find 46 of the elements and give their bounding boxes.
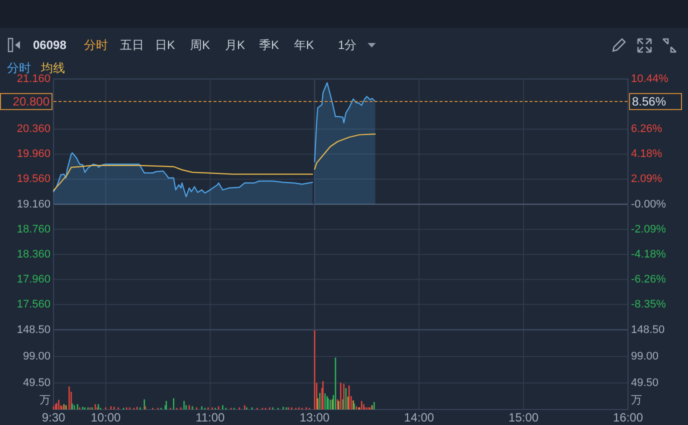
y2-tick-label: -2.09% [631, 223, 666, 236]
chart-title: 06098 [33, 38, 67, 52]
y2-tick-label: 148.50 [631, 324, 665, 336]
y-tick-label: 99.00 [22, 350, 50, 362]
text: 日K [155, 38, 176, 52]
y2-tick-label: 4.18% [631, 148, 662, 160]
text: 分时 [84, 38, 108, 52]
x-tick-label: 15:00 [508, 410, 539, 424]
y2-tick-label: 49.50 [631, 377, 659, 389]
y2-tick-label: -0.00% [631, 198, 666, 210]
text: 年K [294, 38, 314, 52]
y-tick-label: 18.760 [16, 223, 50, 236]
y2-tick-label: 99.00 [631, 350, 659, 362]
y-tick-label: 19.160 [16, 198, 50, 210]
ref-line-label: 20.800 [12, 94, 50, 109]
text: 1分 [338, 38, 357, 52]
text: 周K [190, 38, 210, 52]
x-tick-label: 13:00 [300, 410, 330, 424]
y-tick-label: 20.360 [16, 123, 50, 136]
y-tick-label: 19.560 [16, 173, 50, 186]
y2-axis-title: 万 [631, 394, 642, 406]
x-tick-label: 10:00 [90, 410, 122, 424]
text: 分时 [7, 61, 31, 75]
y-tick-label: 17.960 [16, 273, 50, 286]
y-tick-label: 49.50 [22, 377, 50, 389]
x-tick-label: 11:00 [196, 410, 226, 424]
y-tick-label: 21.160 [16, 73, 50, 85]
ref-line-label: 8.56% [632, 94, 666, 109]
text: 五日 [120, 38, 144, 52]
y2-tick-label: 10.44% [631, 73, 669, 85]
y2-tick-label: -4.18% [631, 248, 666, 260]
y-tick-label: 18.360 [16, 248, 50, 260]
y-axis-title: 万 [40, 394, 50, 406]
y2-tick-label: -6.26% [631, 273, 666, 286]
y2-tick-label: 6.26% [631, 123, 662, 136]
y-tick-label: 19.960 [16, 148, 50, 160]
y2-tick-label: 2.09% [631, 173, 662, 186]
x-tick-label: 14:00 [404, 410, 434, 424]
text: 均线 [40, 61, 65, 75]
y-tick-label: 148.50 [16, 324, 50, 336]
y-tick-label: 17.560 [16, 298, 50, 310]
text: 季K [259, 38, 280, 52]
text: 月K [225, 38, 246, 52]
y2-tick-label: -8.35% [631, 298, 666, 310]
x-tick-label: 16:00 [612, 410, 644, 424]
x-tick-label: 9:30 [42, 410, 66, 424]
